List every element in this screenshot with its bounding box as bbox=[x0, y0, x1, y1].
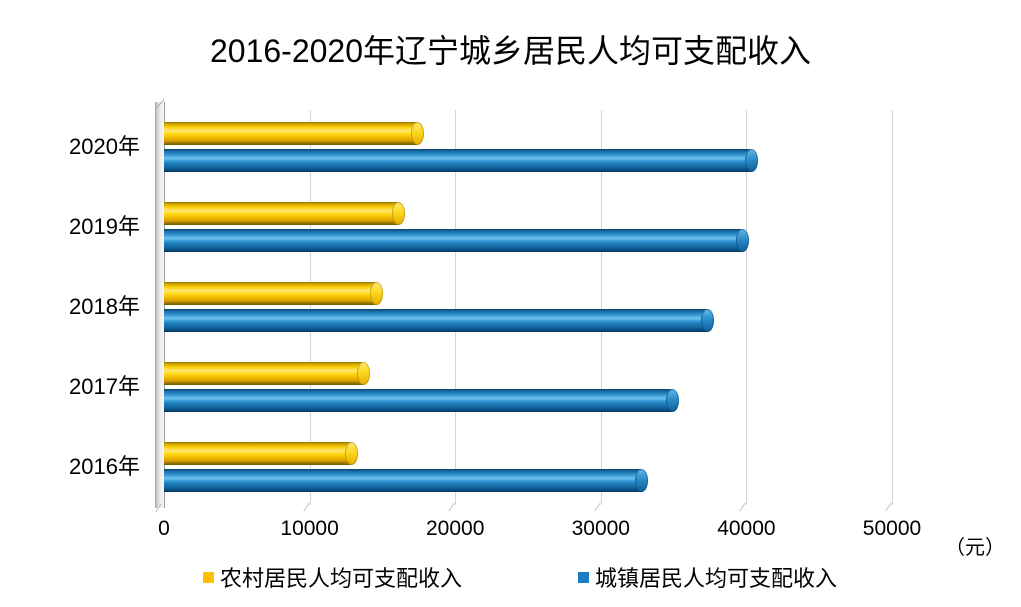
bar-urban-2018 bbox=[164, 309, 714, 332]
gridline-40000 bbox=[746, 110, 748, 505]
bar-cap bbox=[700, 309, 714, 332]
bar-rural-2018 bbox=[164, 282, 384, 305]
gridline-20000 bbox=[455, 110, 457, 505]
category-label-2018: 2018年 bbox=[69, 294, 140, 319]
legend-swatch-rural bbox=[203, 571, 214, 583]
bar-cap bbox=[357, 362, 371, 385]
bar-urban-2017 bbox=[164, 389, 680, 412]
bar-rural-2020 bbox=[164, 122, 425, 145]
gridline-foot-40000 bbox=[739, 502, 747, 512]
bar-cap bbox=[370, 282, 384, 305]
bar-rural-2019 bbox=[164, 202, 405, 225]
legend-label-rural: 农村居民人均可支配收入 bbox=[220, 566, 463, 591]
legend-item-rural: 农村居民人均可支配收入 bbox=[203, 564, 463, 591]
bar-cap bbox=[391, 202, 405, 225]
x-tick-20000: 20000 bbox=[425, 517, 485, 540]
gridline-foot-10000 bbox=[302, 502, 310, 512]
bar-cap bbox=[635, 469, 649, 492]
x-tick-50000: 50000 bbox=[862, 517, 922, 540]
bar-rural-2017 bbox=[164, 362, 371, 385]
bar-urban-2019 bbox=[164, 229, 750, 252]
legend-swatch-urban bbox=[578, 571, 589, 583]
gridline-30000 bbox=[600, 110, 602, 505]
bar-cap bbox=[666, 389, 680, 412]
gridline-foot-20000 bbox=[448, 502, 455, 512]
bar-urban-2016 bbox=[164, 469, 649, 492]
legend-label-urban: 城镇居民人均可支配收入 bbox=[595, 566, 838, 591]
chart-title: 2016-2020年辽宁城乡居民人均可支配收入 bbox=[209, 33, 812, 69]
bar-cap bbox=[736, 229, 750, 252]
category-label-2019: 2019年 bbox=[69, 214, 140, 239]
category-label-2017: 2017年 bbox=[69, 374, 140, 399]
bar-cap bbox=[744, 149, 758, 172]
bar-urban-2020 bbox=[164, 149, 758, 172]
gridline-foot-30000 bbox=[594, 502, 601, 512]
x-axis-unit-label: （元） bbox=[945, 537, 1005, 559]
x-tick-30000: 30000 bbox=[571, 517, 630, 540]
x-tick-0: 0 bbox=[158, 517, 170, 540]
legend-item-urban: 城镇居民人均可支配收入 bbox=[578, 564, 838, 591]
x-tick-10000: 10000 bbox=[280, 517, 339, 540]
bar-cap bbox=[411, 122, 425, 145]
category-label-2020: 2020年 bbox=[69, 134, 140, 159]
gridline-foot-50000 bbox=[885, 502, 892, 512]
bar-cap bbox=[344, 442, 358, 465]
x-tick-40000: 40000 bbox=[717, 517, 776, 540]
category-label-2016: 2016年 bbox=[69, 454, 140, 479]
gridline-10000 bbox=[309, 110, 311, 505]
y-axis-wall bbox=[155, 102, 165, 508]
gridline-50000 bbox=[892, 110, 893, 505]
bar-rural-2016 bbox=[164, 442, 358, 465]
